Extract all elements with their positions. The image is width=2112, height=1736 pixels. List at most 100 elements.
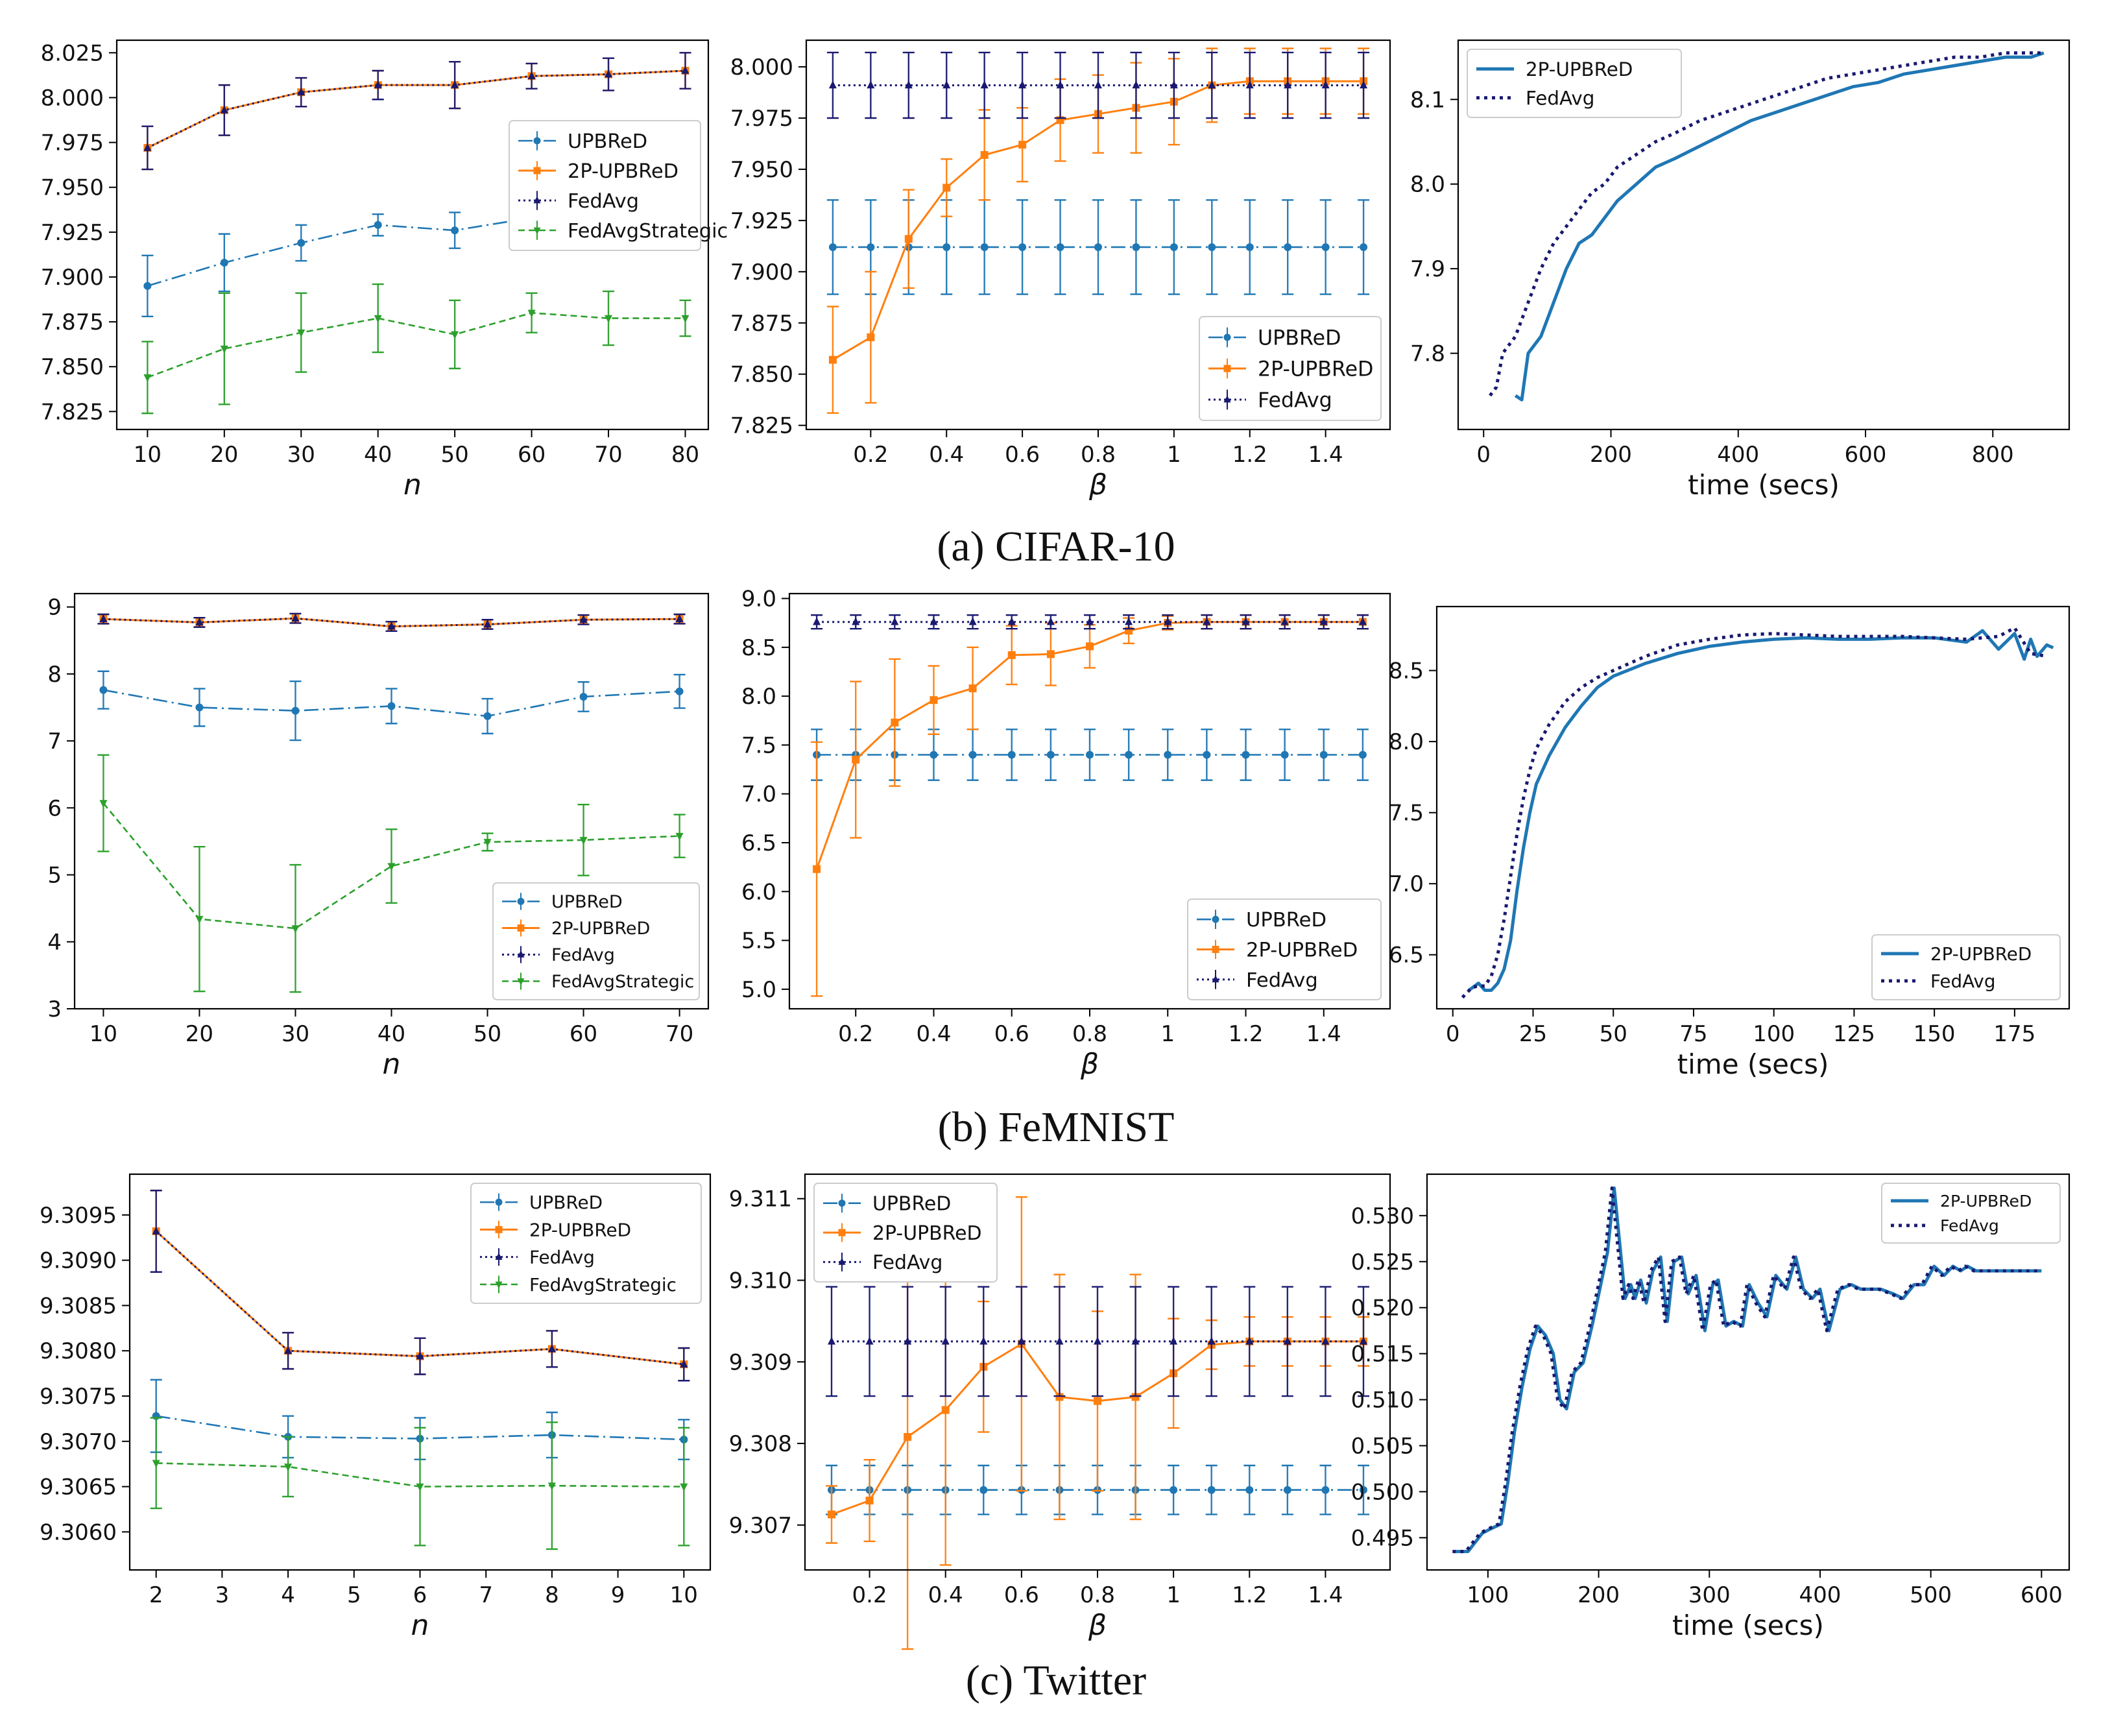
x-tick-label: 70 xyxy=(594,442,622,468)
x-tick-label: 0.8 xyxy=(1081,442,1116,468)
data-point xyxy=(968,751,977,759)
data-point xyxy=(451,331,459,339)
x-axis-label: n xyxy=(403,468,422,501)
legend-label: 2P-UPBReD xyxy=(1526,58,1633,80)
data-point xyxy=(297,329,306,337)
data-point xyxy=(680,1483,688,1491)
x-axis-label: β xyxy=(1088,1609,1107,1642)
x-tick-label: 1.4 xyxy=(1306,1021,1341,1047)
x-tick-label: 150 xyxy=(1914,1021,1956,1047)
y-tick-label: 6.5 xyxy=(1389,943,1424,969)
data-point xyxy=(99,686,108,694)
data-point xyxy=(416,1351,424,1360)
data-point xyxy=(1358,751,1367,759)
legend-label: 2P-UPBReD xyxy=(568,160,678,183)
data-point xyxy=(1280,751,1289,759)
x-tick-label: 125 xyxy=(1833,1021,1875,1047)
x-tick-label: 400 xyxy=(1799,1582,1841,1608)
y-tick-label: 7.5 xyxy=(1389,801,1424,826)
data-point xyxy=(374,80,382,88)
x-tick-label: 40 xyxy=(378,1021,405,1047)
data-point xyxy=(813,617,821,625)
legend-label: 2P-UPBReD xyxy=(529,1219,631,1240)
data-point xyxy=(1283,1336,1291,1345)
data-point xyxy=(1007,617,1016,625)
data-point xyxy=(1208,243,1216,251)
data-point xyxy=(579,837,588,845)
data-point xyxy=(904,1432,912,1441)
data-point xyxy=(1207,1336,1216,1345)
x-tick-label: 800 xyxy=(1972,442,2014,468)
x-tick-label: 70 xyxy=(666,1021,693,1047)
data-point xyxy=(930,617,938,625)
data-point xyxy=(904,1336,912,1345)
legend-label: FedAvg xyxy=(1258,389,1332,412)
y-tick-label: 0.525 xyxy=(1351,1249,1414,1275)
data-point xyxy=(1321,1486,1330,1494)
y-tick-label: 5 xyxy=(47,863,62,889)
legend-label: 2P-UPBReD xyxy=(1246,939,1358,962)
x-tick-label: 1.2 xyxy=(1232,442,1267,468)
y-tick-label: 0.530 xyxy=(1351,1203,1414,1229)
data-point xyxy=(99,800,108,808)
x-tick-label: 1 xyxy=(1166,1582,1181,1608)
x-tick-label: 100 xyxy=(1753,1021,1795,1047)
y-tick-label: 8.0 xyxy=(1410,172,1445,198)
data-point xyxy=(1125,617,1133,625)
data-point xyxy=(942,243,951,251)
data-point xyxy=(1017,1336,1026,1345)
x-tick-label: 5 xyxy=(347,1582,361,1608)
plot-frame xyxy=(805,39,1391,431)
x-tick-label: 0.2 xyxy=(838,1021,873,1047)
legend-label: FedAvg xyxy=(568,190,639,213)
x-tick-label: 300 xyxy=(1688,1582,1731,1608)
y-tick-label: 8.000 xyxy=(730,54,793,80)
data-point xyxy=(1242,617,1250,625)
x-tick-label: 1.2 xyxy=(1232,1582,1267,1608)
y-tick-label: 9.0 xyxy=(741,586,776,612)
x-tick-label: 500 xyxy=(1910,1582,1952,1608)
chart-cifar_n: 10 20 30 40 50 60 70 80 7.825 7.850 7.875 7.900 7.92… xyxy=(41,39,728,501)
data-point xyxy=(1131,1336,1140,1345)
legend-label: FedAvg xyxy=(1246,969,1318,992)
x-tick-label: 3 xyxy=(215,1582,230,1608)
y-tick-label: 8.5 xyxy=(1389,658,1424,684)
y-tick-label: 7.825 xyxy=(41,399,104,425)
series-fedavg xyxy=(811,614,1369,630)
data-point xyxy=(1007,651,1016,659)
data-point xyxy=(1125,751,1133,759)
data-point xyxy=(291,613,300,621)
x-tick-label: 0.6 xyxy=(994,1021,1029,1047)
series-line xyxy=(147,69,686,149)
data-point xyxy=(1245,243,1254,251)
legend-box xyxy=(1187,898,1382,1000)
data-point xyxy=(968,617,977,625)
x-tick-label: 20 xyxy=(210,442,238,468)
data-point xyxy=(1094,1397,1101,1405)
data-point xyxy=(675,687,684,695)
data-point xyxy=(152,1226,160,1235)
y-tick-label: 4 xyxy=(47,930,62,956)
x-tick-label: 40 xyxy=(364,442,392,468)
x-tick-label: 0.6 xyxy=(1005,442,1040,468)
series-fedavg xyxy=(150,1189,690,1382)
chart-cifar_time: 0 200 400 600 800 7.8 7.9 8.0 8.1 time (secs) 2P-U… xyxy=(1410,39,2070,501)
legend-box xyxy=(1199,316,1382,421)
data-point xyxy=(1284,80,1292,89)
legend: UPBReD 2P-UPBReD FedAvg xyxy=(1199,316,1382,421)
y-tick-label: 9.309 xyxy=(729,1349,792,1375)
data-point xyxy=(387,863,396,871)
data-point xyxy=(1046,751,1055,759)
legend-label: 2P-UPBReD xyxy=(872,1222,982,1245)
y-tick-label: 7.925 xyxy=(41,220,104,246)
legend: UPBReD 2P-UPBReD FedAvg FedAvgStrategic xyxy=(492,882,700,1000)
data-point xyxy=(865,1336,874,1345)
data-point xyxy=(867,333,875,341)
data-point xyxy=(828,1510,835,1519)
y-tick-label: 8.000 xyxy=(41,85,104,111)
data-point xyxy=(1245,80,1254,89)
x-axis-label: n xyxy=(383,1048,401,1081)
legend-label: FedAvgStrategic xyxy=(529,1274,677,1296)
data-point xyxy=(220,105,228,114)
y-tick-label: 7.900 xyxy=(41,265,104,291)
